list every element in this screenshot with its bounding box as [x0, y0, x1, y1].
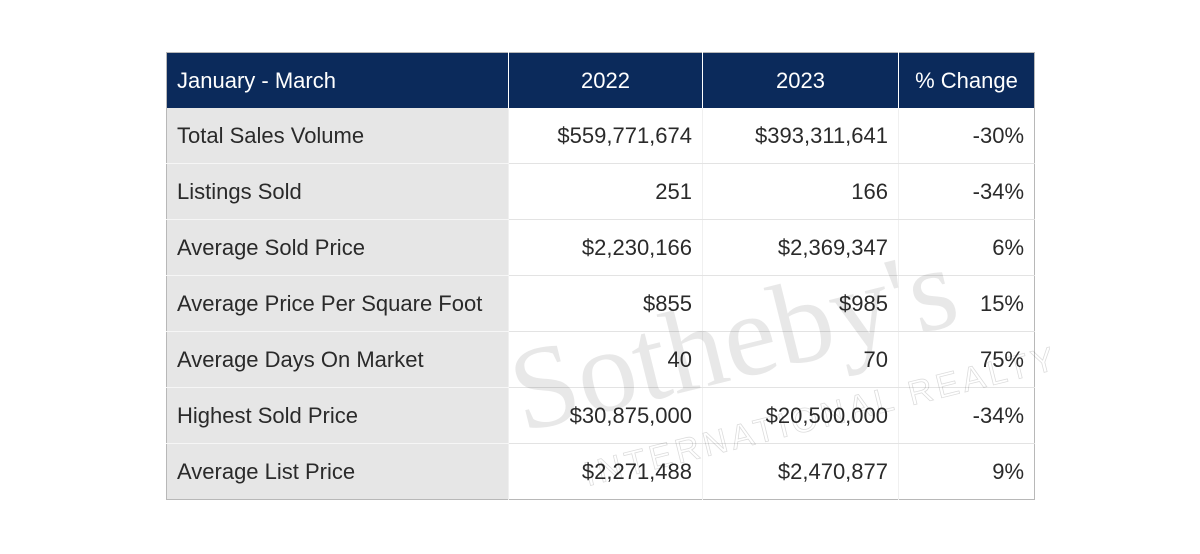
table-row-highest-sold-price: Highest Sold Price $30,875,000 $20,500,000…	[166, 387, 1035, 444]
cell-total-sales-volume-2023: $393,311,641	[702, 108, 899, 164]
cell-average-price-per-sqft-2023: $985	[702, 275, 899, 332]
header-cell-2022: 2022	[508, 52, 703, 108]
cell-total-sales-volume-2022: $559,771,674	[508, 108, 703, 164]
table-body: Total Sales Volume $559,771,674 $393,311,6…	[166, 108, 1035, 500]
stats-table: January - March 2022 2023 % Change Total…	[166, 52, 1035, 500]
cell-average-sold-price-2023: $2,369,347	[702, 219, 899, 276]
cell-average-days-on-market-change: 75%	[898, 331, 1035, 388]
cell-total-sales-volume-label: Total Sales Volume	[166, 108, 509, 164]
cell-average-sold-price-2022: $2,230,166	[508, 219, 703, 276]
cell-average-sold-price-label: Average Sold Price	[166, 219, 509, 276]
table-row-average-price-per-sqft: Average Price Per Square Foot $855 $985 15%	[166, 275, 1035, 332]
cell-average-days-on-market-label: Average Days On Market	[166, 331, 509, 388]
table-row-average-sold-price: Average Sold Price $2,230,166 $2,369,347 6%	[166, 219, 1035, 276]
cell-total-sales-volume-change: -30%	[898, 108, 1035, 164]
header-cell-change: % Change	[898, 52, 1035, 108]
cell-average-days-on-market-2022: 40	[508, 331, 703, 388]
cell-average-days-on-market-2023: 70	[702, 331, 899, 388]
cell-average-list-price-2023: $2,470,877	[702, 443, 899, 500]
cell-average-price-per-sqft-2022: $855	[508, 275, 703, 332]
cell-highest-sold-price-2022: $30,875,000	[508, 387, 703, 444]
cell-listings-sold-change: -34%	[898, 163, 1035, 220]
cell-average-list-price-change: 9%	[898, 443, 1035, 500]
header-cell-period: January - March	[166, 52, 509, 108]
header-row: January - March 2022 2023 % Change	[166, 52, 1035, 108]
header-cell-2023: 2023	[702, 52, 899, 108]
cell-listings-sold-2022: 251	[508, 163, 703, 220]
cell-average-price-per-sqft-label: Average Price Per Square Foot	[166, 275, 509, 332]
cell-average-list-price-label: Average List Price	[166, 443, 509, 500]
cell-average-price-per-sqft-change: 15%	[898, 275, 1035, 332]
cell-average-sold-price-change: 6%	[898, 219, 1035, 276]
cell-highest-sold-price-2023: $20,500,000	[702, 387, 899, 444]
cell-listings-sold-2023: 166	[702, 163, 899, 220]
cell-listings-sold-label: Listings Sold	[166, 163, 509, 220]
table-row-average-list-price: Average List Price $2,271,488 $2,470,877 9%	[166, 443, 1035, 500]
table-row-listings-sold: Listings Sold 251 166 -34%	[166, 163, 1035, 220]
cell-average-list-price-2022: $2,271,488	[508, 443, 703, 500]
table-row-total-sales-volume: Total Sales Volume $559,771,674 $393,311,6…	[166, 108, 1035, 164]
cell-highest-sold-price-label: Highest Sold Price	[166, 387, 509, 444]
cell-highest-sold-price-change: -34%	[898, 387, 1035, 444]
table-row-average-days-on-market: Average Days On Market 40 70 75%	[166, 331, 1035, 388]
